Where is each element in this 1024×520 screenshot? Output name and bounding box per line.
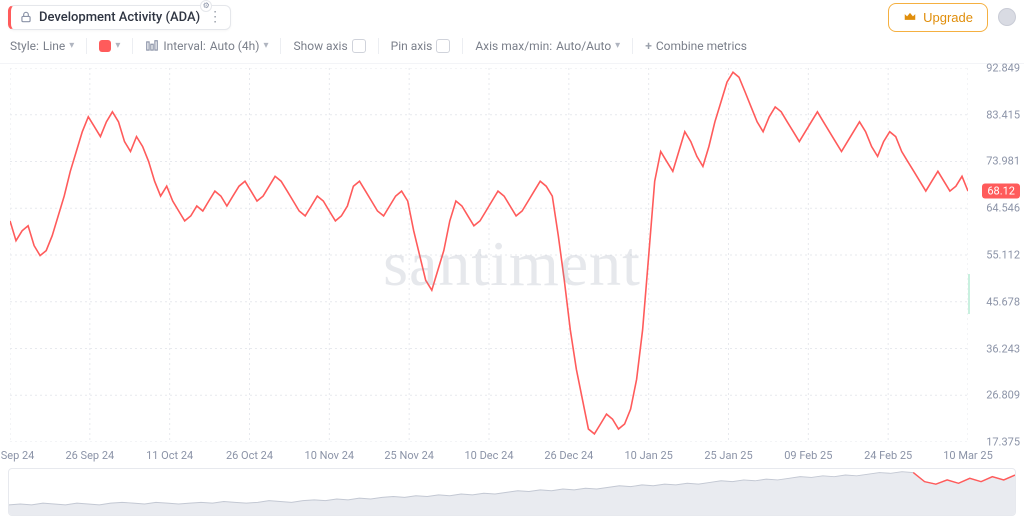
lock-icon [19, 10, 33, 24]
y-tick-label: 36.243 [986, 342, 1020, 355]
mini-canvas [9, 469, 1015, 515]
axis-minmax-selector[interactable]: Axis max/min: Auto/Auto ▾ [475, 39, 620, 53]
x-tick-label: 24 Feb 25 [864, 449, 912, 462]
y-tick-label: 26.809 [986, 389, 1020, 402]
pin-axis-toggle[interactable]: Pin axis [391, 39, 451, 53]
interval-selector[interactable]: Interval: Auto (4h) ▾ [145, 39, 268, 53]
x-tick-label: 25 Jan 25 [704, 449, 752, 462]
avatar[interactable] [998, 8, 1016, 26]
x-tick-label: 25 Nov 24 [384, 449, 434, 462]
chevron-down-icon: ▾ [115, 40, 120, 51]
y-tick-label: 55.112 [986, 249, 1020, 262]
y-tick-label: 45.678 [986, 295, 1020, 308]
x-tick-label: 26 Oct 24 [226, 449, 273, 462]
x-tick-label: 09 Feb 25 [784, 449, 832, 462]
y-tick-label: 92.849 [986, 62, 1020, 75]
y-axis: 92.84983.41573.98164.54655.11245.67836.2… [970, 68, 1024, 442]
kebab-icon[interactable]: ⋮ [208, 10, 222, 24]
chevron-down-icon: ▾ [69, 40, 74, 51]
x-tick-label: 10 Sep 24 [0, 449, 34, 462]
y-tick-label: 73.981 [986, 155, 1020, 168]
y-tick-label: 64.546 [986, 202, 1020, 215]
chevron-down-icon: ▾ [615, 40, 620, 51]
x-tick-label: 10 Jan 25 [624, 449, 672, 462]
metric-chip[interactable]: ⚙ Development Activity (ADA) ⋮ [8, 5, 231, 30]
x-tick-label: 26 Dec 24 [544, 449, 593, 462]
plus-icon: + [645, 39, 652, 53]
combine-metrics-button[interactable]: + Combine metrics [645, 39, 747, 53]
x-tick-label: 10 Mar 25 [943, 449, 993, 462]
overview-chart[interactable] [8, 468, 1016, 516]
checkbox-icon [352, 39, 366, 53]
x-tick-label: 26 Sep 24 [65, 449, 114, 462]
color-selector[interactable]: ▾ [99, 40, 120, 52]
x-tick-label: 10 Dec 24 [465, 449, 514, 462]
main-chart[interactable]: santiment 92.84983.41573.98164.54655.112… [0, 64, 1024, 464]
upgrade-label: Upgrade [923, 10, 973, 25]
y-tick-label: 83.415 [986, 108, 1020, 121]
show-axis-toggle[interactable]: Show axis [293, 39, 365, 53]
gear-icon: ⚙ [200, 0, 212, 12]
crown-icon [903, 10, 917, 24]
axis-handle[interactable] [968, 274, 970, 314]
x-tick-label: 10 Nov 24 [305, 449, 355, 462]
interval-icon [145, 39, 159, 53]
last-value-badge: 68.12 [982, 183, 1020, 198]
x-tick-label: 11 Oct 24 [146, 449, 193, 462]
y-tick-label: 17.375 [986, 436, 1020, 449]
chart-canvas [10, 68, 968, 442]
chart-toolbar: Style: Line ▾ ▾ Interval: Auto (4h) ▾ Sh… [0, 32, 1024, 64]
upgrade-button[interactable]: Upgrade [888, 3, 988, 32]
checkbox-icon [436, 39, 450, 53]
style-selector[interactable]: Style: Line ▾ [10, 39, 74, 53]
x-axis: 10 Sep 2426 Sep 2411 Oct 2426 Oct 2410 N… [10, 444, 968, 462]
series-color-swatch [99, 40, 111, 52]
metric-label: Development Activity (ADA) [39, 10, 200, 25]
chevron-down-icon: ▾ [263, 40, 268, 51]
